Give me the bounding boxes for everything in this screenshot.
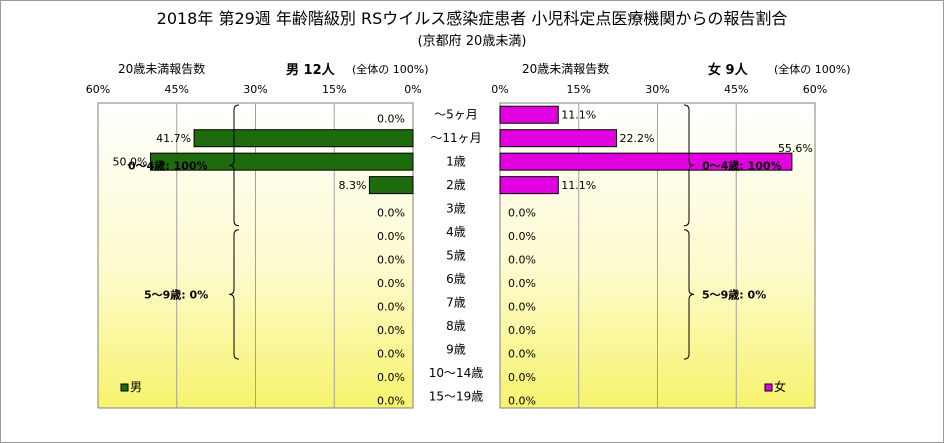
male-data-label: 0.0% — [377, 207, 405, 220]
male-data-label: 0.0% — [377, 254, 405, 267]
category-label: 4歳 — [446, 225, 466, 239]
category-label: 3歳 — [446, 202, 466, 216]
female-data-label: 0.0% — [508, 371, 536, 384]
male-tick-label: 15% — [322, 83, 346, 96]
female-data-label: 0.0% — [508, 207, 536, 220]
category-label: 6歳 — [446, 272, 466, 286]
male-tick-label: 0% — [404, 83, 421, 96]
female-tick-label: 60% — [803, 83, 827, 96]
male-data-label: 0.0% — [377, 300, 405, 313]
chart-subtitle: (京都府 20歳未満) — [417, 34, 527, 49]
female-brace-5-9 — [683, 229, 695, 360]
female-data-label: 0.0% — [508, 394, 536, 407]
male-data-label: 0.0% — [377, 230, 405, 243]
category-label: 2歳 — [446, 178, 466, 192]
male-data-label: 0.0% — [377, 113, 405, 126]
male-count-label: 20歳未満報告数 — [118, 62, 206, 76]
female-data-label: 11.1% — [561, 109, 596, 122]
female-data-label: 22.2% — [620, 132, 655, 145]
male-bar — [193, 129, 414, 148]
category-label: 8歳 — [446, 319, 466, 333]
female-bar — [499, 105, 559, 124]
male-data-label: 0.0% — [377, 347, 405, 360]
chart-title: 2018年 第29週 年齢階級別 RSウイルス感染症患者 小児科定点医療機関から… — [156, 9, 788, 28]
female-tick-label: 15% — [567, 83, 591, 96]
category-label: 7歳 — [446, 295, 466, 309]
male-sex-count: 男 12人 — [286, 63, 335, 78]
female-data-label: 0.0% — [508, 324, 536, 337]
category-label: ～5ヶ月 — [434, 108, 478, 122]
female-bar — [499, 176, 559, 195]
category-label: 15～19歳 — [429, 389, 484, 403]
female-data-label: 0.0% — [508, 230, 536, 243]
legend-female-label: 女 — [774, 379, 786, 394]
male-data-label: 41.7% — [156, 132, 191, 145]
male-bar — [150, 152, 414, 171]
male-tick-label: 30% — [243, 83, 267, 96]
male-tick-label: 45% — [165, 83, 189, 96]
female-tick-label: 45% — [724, 83, 748, 96]
female-data-label: 0.0% — [508, 277, 536, 290]
female-group2-annotation: 5～9歳: 0% — [702, 287, 766, 301]
legend-male-swatch — [120, 383, 129, 392]
male-total: (全体の 100%) — [352, 63, 429, 76]
male-group1-annotation: 0～4歳: 100% — [128, 158, 208, 172]
male-bar — [368, 176, 414, 195]
male-data-label: 50.0% — [113, 156, 148, 169]
female-tick-label: 30% — [645, 83, 669, 96]
male-data-label: 0.0% — [377, 394, 405, 407]
category-label: 10～14歳 — [429, 366, 484, 380]
male-data-label: 0.0% — [377, 324, 405, 337]
female-brace-0-4 — [683, 104, 695, 227]
female-tick-label: 0% — [491, 83, 508, 96]
female-group1-annotation: 0～4歳: 100% — [702, 158, 782, 172]
male-brace-5-9 — [228, 229, 240, 360]
male-data-label: 0.0% — [377, 277, 405, 290]
male-tick-label: 60% — [86, 83, 110, 96]
female-sex-count: 女 9人 — [708, 63, 748, 78]
male-data-label: 8.3% — [338, 179, 366, 192]
female-count-label: 20歳未満報告数 — [522, 62, 610, 76]
category-label: 5歳 — [446, 249, 466, 263]
female-data-label: 0.0% — [508, 300, 536, 313]
female-data-label: 0.0% — [508, 347, 536, 360]
male-group2-annotation: 5～9歳: 0% — [144, 287, 208, 301]
female-bar — [499, 152, 793, 171]
male-data-label: 0.0% — [377, 371, 405, 384]
legend-female-swatch — [764, 383, 773, 392]
female-data-label: 0.0% — [508, 254, 536, 267]
legend-male-label: 男 — [130, 380, 142, 394]
category-label: 1歳 — [446, 155, 466, 169]
female-bar — [499, 129, 618, 148]
category-label: 9歳 — [446, 342, 466, 356]
male-brace-0-4 — [228, 104, 240, 227]
female-data-label: 55.6% — [778, 142, 813, 155]
category-label: ～11ヶ月 — [430, 131, 481, 145]
female-total: (全体の 100%) — [774, 63, 851, 76]
female-data-label: 11.1% — [561, 179, 596, 192]
